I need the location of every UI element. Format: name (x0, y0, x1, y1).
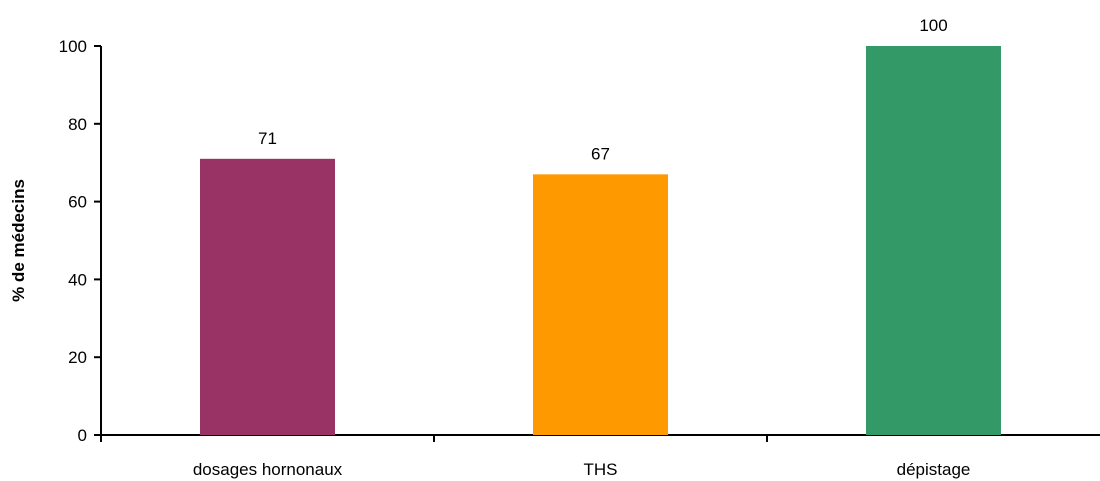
data-labels: 71 67 100 (258, 16, 948, 163)
y-tick-label: 0 (78, 426, 87, 445)
y-tick-label: 80 (68, 115, 87, 134)
data-label: 100 (919, 16, 947, 35)
y-axis-label: % de médecins (9, 179, 28, 302)
bar (200, 158, 335, 435)
x-axis (100, 434, 1100, 442)
y-tick-label: 100 (59, 37, 87, 56)
category-labels: dosages hornonaux THS dépistage (193, 460, 971, 479)
data-label: 67 (591, 144, 610, 163)
y-tick-label: 60 (68, 193, 87, 212)
y-axis: 0 20 40 60 80 100 (59, 37, 102, 445)
bars (200, 46, 1001, 435)
category-label: THS (584, 460, 618, 479)
bar (533, 174, 668, 435)
y-tick-label: 20 (68, 348, 87, 367)
data-label: 71 (258, 129, 277, 148)
bar (866, 46, 1001, 435)
y-tick-label: 40 (68, 270, 87, 289)
category-label: dosages hornonaux (193, 460, 343, 479)
category-label: dépistage (897, 460, 971, 479)
